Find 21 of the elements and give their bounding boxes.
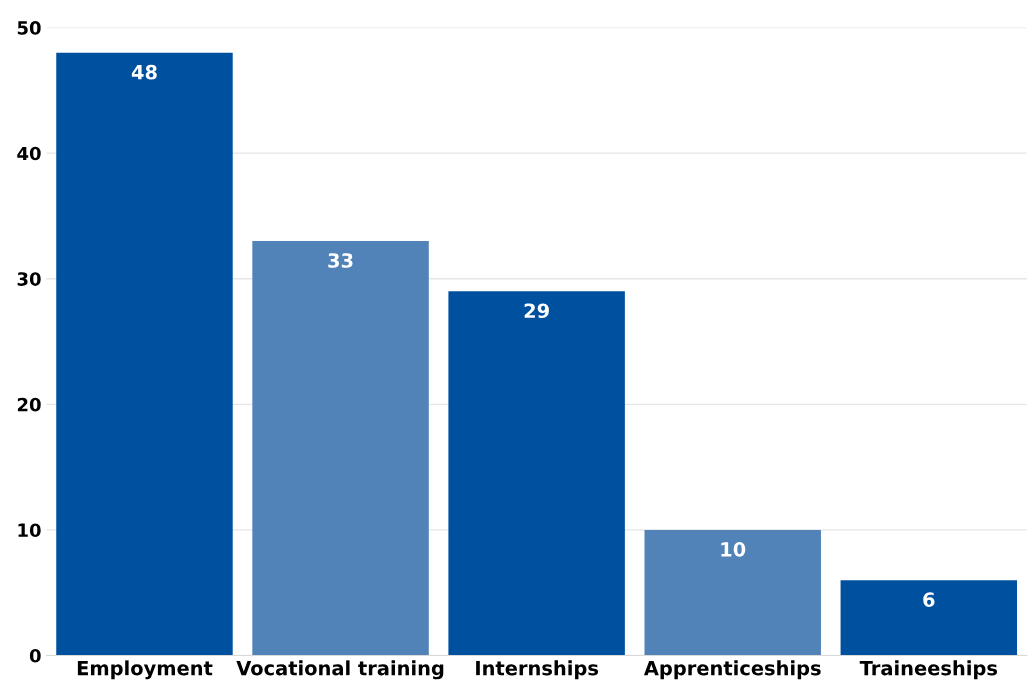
data-label: 29: [524, 303, 549, 319]
y-tick-label: 0: [29, 648, 41, 663]
x-tick-label: Vocational training: [236, 660, 444, 680]
data-label: 48: [131, 64, 157, 80]
data-label: 6: [923, 592, 935, 607]
x-tick-label: Traineeships: [859, 660, 998, 680]
bar: [448, 291, 625, 656]
bar: [644, 529, 821, 656]
bar: [840, 580, 1018, 656]
bar: [56, 52, 233, 656]
y-tick-label: 40: [17, 146, 41, 161]
y-tick-label: 50: [17, 21, 41, 35]
x-tick-label: Apprenticeships: [643, 660, 821, 680]
data-label: 33: [328, 253, 353, 268]
y-tick-label: 20: [17, 397, 41, 412]
y-tick-label: 30: [17, 272, 41, 286]
data-label: 10: [721, 542, 746, 557]
y-tick-label: 10: [18, 523, 41, 538]
x-tick-label: Internships: [476, 660, 598, 680]
x-tick-label: Employment: [77, 660, 213, 680]
bar: [252, 241, 429, 656]
